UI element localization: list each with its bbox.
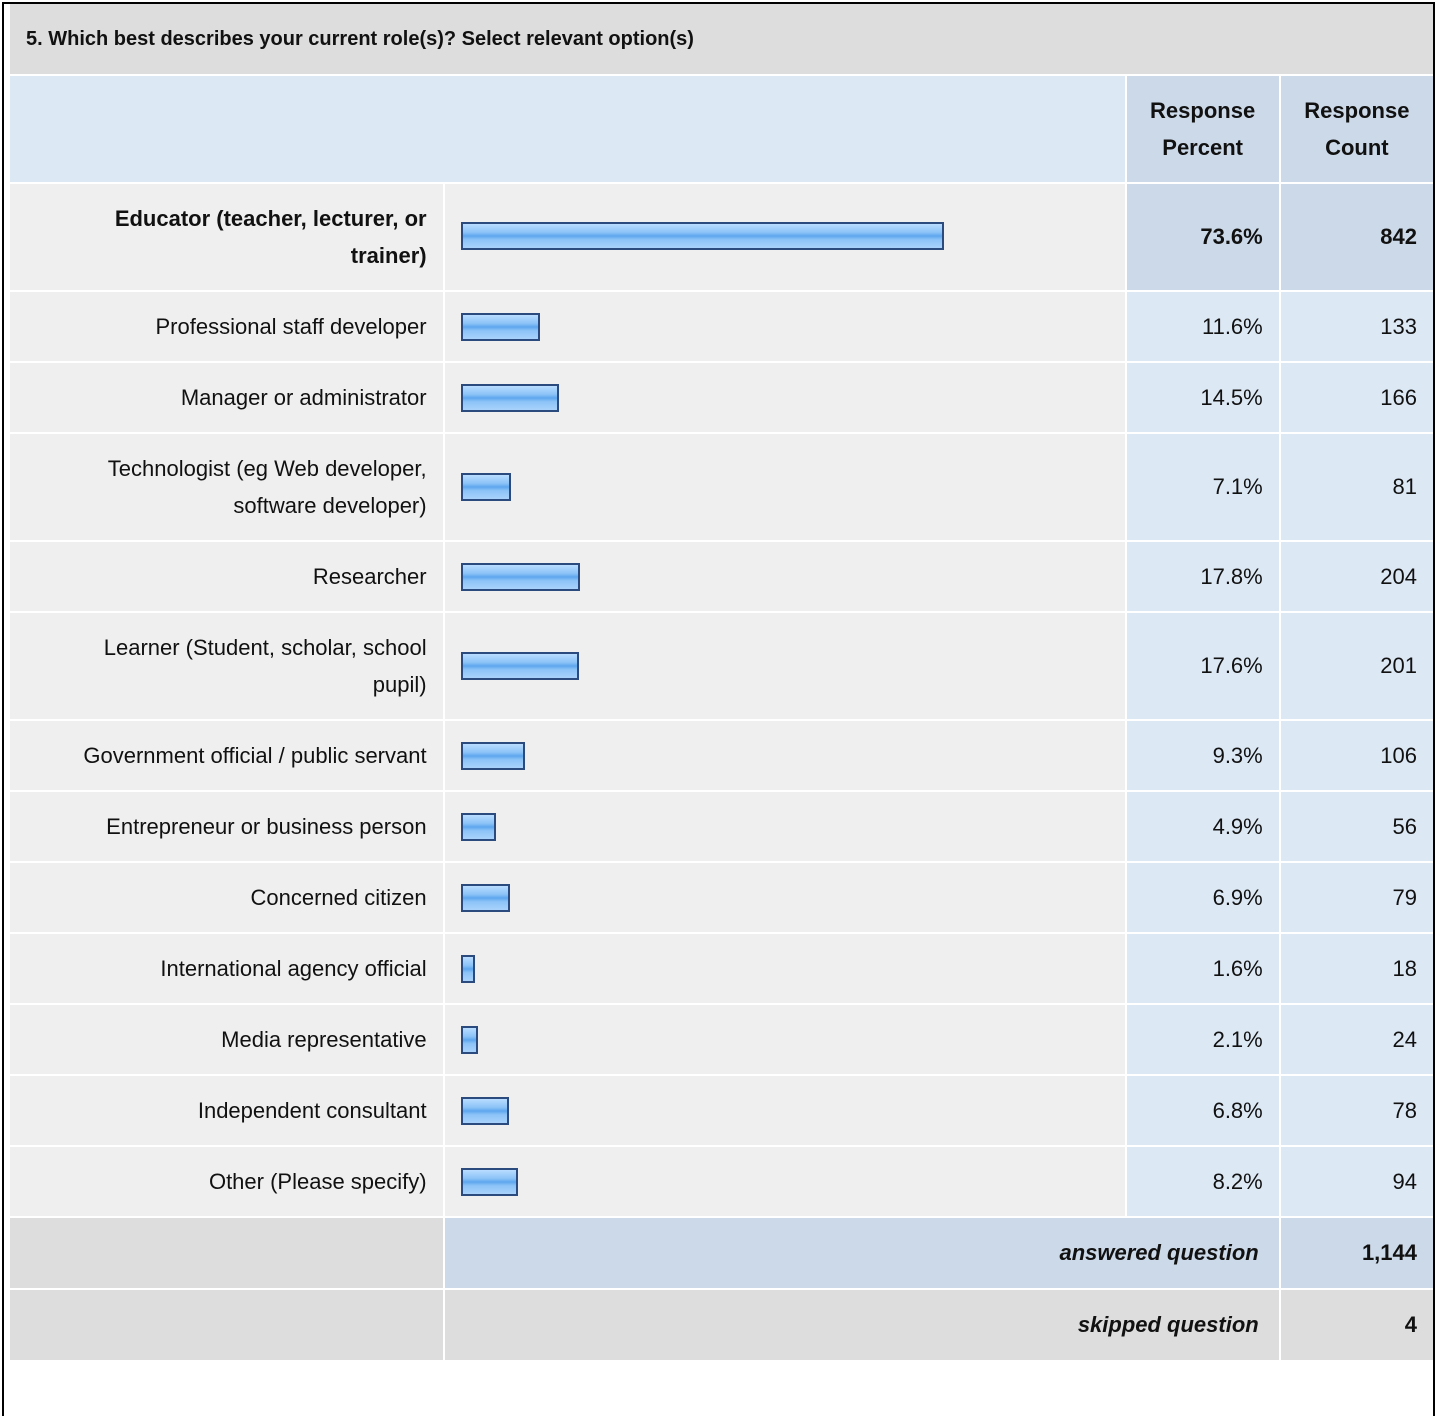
bar <box>460 312 541 341</box>
response-count: 79 <box>1280 863 1433 932</box>
bar-cell <box>444 721 1125 790</box>
bar-cell <box>444 542 1125 611</box>
response-count: 81 <box>1280 434 1433 540</box>
skipped-row: skipped question 4 <box>10 1290 1433 1360</box>
header-blank <box>10 76 1125 182</box>
answer-row: Researcher 17.8% 204 <box>10 542 1433 611</box>
response-percent: 6.8% <box>1126 1076 1279 1145</box>
bar-cell <box>444 292 1125 361</box>
bar <box>460 1167 518 1196</box>
answer-row: Independent consultant 6.8% 78 <box>10 1076 1433 1145</box>
response-percent: 1.6% <box>1126 934 1279 1003</box>
answer-label: International agency official <box>10 934 443 1003</box>
answer-row: International agency official 1.6% 18 <box>10 934 1433 1003</box>
answer-row: Concerned citizen 6.9% 79 <box>10 863 1433 932</box>
bar-cell <box>444 1005 1125 1074</box>
bar-cell <box>444 434 1125 540</box>
response-percent: 11.6% <box>1126 292 1279 361</box>
answer-label: Learner (Student, scholar, school pupil) <box>10 613 443 719</box>
bar <box>460 741 526 770</box>
bar <box>460 562 581 591</box>
response-count: 201 <box>1280 613 1433 719</box>
response-percent: 9.3% <box>1126 721 1279 790</box>
skipped-value: 4 <box>1280 1290 1433 1360</box>
response-count: 204 <box>1280 542 1433 611</box>
answer-label: Independent consultant <box>10 1076 443 1145</box>
response-percent: 8.2% <box>1126 1147 1279 1216</box>
answer-row: Manager or administrator 14.5% 166 <box>10 363 1433 432</box>
response-count: 133 <box>1280 292 1433 361</box>
bar <box>460 652 580 680</box>
bar <box>460 883 510 912</box>
answer-label: Government official / public servant <box>10 721 443 790</box>
footer-blank <box>10 1218 443 1288</box>
bar <box>460 812 497 841</box>
bar-cell <box>444 1076 1125 1145</box>
header-percent: Response Percent <box>1126 76 1279 182</box>
response-percent: 4.9% <box>1126 792 1279 861</box>
footer-blank <box>10 1290 443 1360</box>
answer-label: Manager or administrator <box>10 363 443 432</box>
bar-cell <box>444 363 1125 432</box>
response-percent: 73.6% <box>1126 184 1279 290</box>
answered-label: answered question <box>444 1218 1279 1288</box>
bar-cell <box>444 792 1125 861</box>
bar-cell <box>444 184 1125 290</box>
answer-row: Learner (Student, scholar, school pupil)… <box>10 613 1433 719</box>
answer-label: Media representative <box>10 1005 443 1074</box>
response-percent: 7.1% <box>1126 434 1279 540</box>
response-percent: 17.6% <box>1126 613 1279 719</box>
answered-row: answered question 1,144 <box>10 1218 1433 1288</box>
bar <box>460 222 944 250</box>
answer-row: Entrepreneur or business person 4.9% 56 <box>10 792 1433 861</box>
response-percent: 17.8% <box>1126 542 1279 611</box>
bar <box>460 1096 509 1125</box>
answer-row: Educator (teacher, lecturer, or trainer)… <box>10 184 1433 290</box>
question-title: 5. Which best describes your current rol… <box>10 4 1433 74</box>
response-count: 24 <box>1280 1005 1433 1074</box>
answer-label: Concerned citizen <box>10 863 443 932</box>
results-table: 5. Which best describes your current rol… <box>8 2 1435 1362</box>
response-count: 18 <box>1280 934 1433 1003</box>
response-count: 56 <box>1280 792 1433 861</box>
bar <box>460 473 511 501</box>
bar <box>460 383 559 412</box>
bar-cell <box>444 934 1125 1003</box>
response-count: 78 <box>1280 1076 1433 1145</box>
answer-label: Entrepreneur or business person <box>10 792 443 861</box>
skipped-label: skipped question <box>444 1290 1279 1360</box>
answer-label: Researcher <box>10 542 443 611</box>
answer-row: Professional staff developer 11.6% 133 <box>10 292 1433 361</box>
answer-row: Technologist (eg Web developer, software… <box>10 434 1433 540</box>
bar <box>460 1025 479 1054</box>
response-percent: 14.5% <box>1126 363 1279 432</box>
response-count: 94 <box>1280 1147 1433 1216</box>
answered-value: 1,144 <box>1280 1218 1433 1288</box>
response-percent: 6.9% <box>1126 863 1279 932</box>
answer-row: Government official / public servant 9.3%… <box>10 721 1433 790</box>
bar-cell <box>444 613 1125 719</box>
bar-cell <box>444 1147 1125 1216</box>
response-count: 842 <box>1280 184 1433 290</box>
response-count: 166 <box>1280 363 1433 432</box>
header-count: Response Count <box>1280 76 1433 182</box>
answer-label: Other (Please specify) <box>10 1147 443 1216</box>
answer-label: Educator (teacher, lecturer, or trainer) <box>10 184 443 290</box>
answer-row: Other (Please specify) 8.2% 94 <box>10 1147 1433 1216</box>
bar <box>460 954 475 983</box>
answer-row: Media representative 2.1% 24 <box>10 1005 1433 1074</box>
answer-label: Professional staff developer <box>10 292 443 361</box>
bar-cell <box>444 863 1125 932</box>
answer-label: Technologist (eg Web developer, software… <box>10 434 443 540</box>
response-percent: 2.1% <box>1126 1005 1279 1074</box>
response-count: 106 <box>1280 721 1433 790</box>
